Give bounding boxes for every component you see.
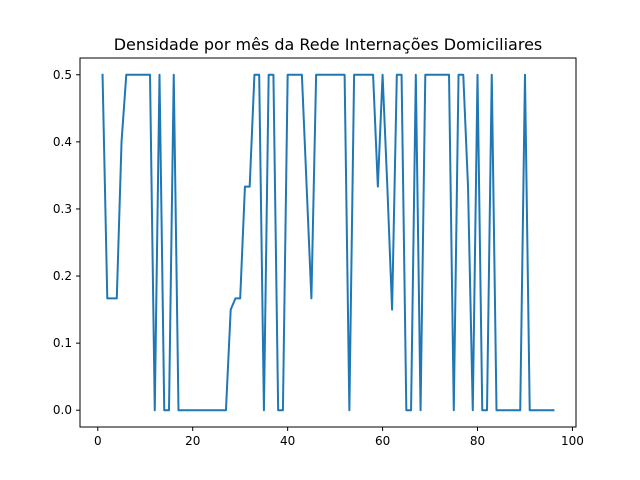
x-tick-label: 80 <box>470 434 485 448</box>
x-axis: 0 20 40 60 80 100 <box>94 427 584 448</box>
y-tick-label: 0.0 <box>53 403 72 417</box>
x-tick-label: 0 <box>94 434 102 448</box>
y-tick-label: 0.4 <box>53 135 72 149</box>
series-line <box>101 73 555 412</box>
y-tick-label: 0.1 <box>53 336 72 350</box>
x-tick-label: 60 <box>375 434 390 448</box>
y-tick-label: 0.2 <box>53 269 72 283</box>
x-tick-label: 20 <box>185 434 200 448</box>
chart-title: Densidade por mês da Rede Internações Do… <box>114 35 543 54</box>
plot-frame <box>79 57 577 428</box>
y-axis: 0.0 0.1 0.2 0.3 0.4 0.5 <box>53 68 80 417</box>
y-tick-label: 0.3 <box>53 202 72 216</box>
x-tick-label: 100 <box>561 434 584 448</box>
y-tick-label: 0.5 <box>53 68 72 82</box>
x-tick-label: 40 <box>280 434 295 448</box>
plot-series <box>101 73 555 412</box>
